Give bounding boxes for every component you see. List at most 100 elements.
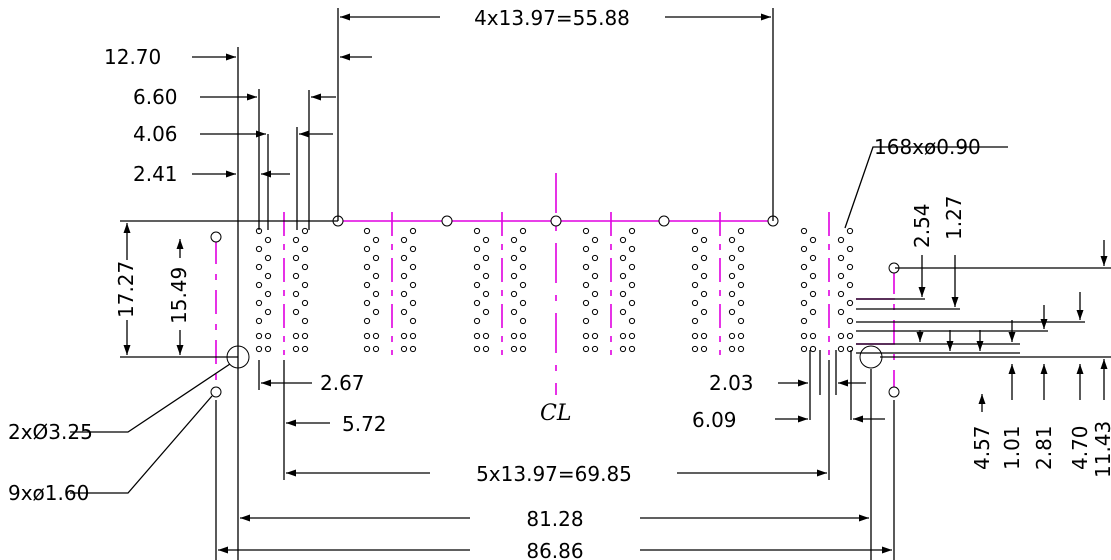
pin-hole [372,236,380,244]
pin-hole [482,290,490,298]
pin-hole [582,299,590,307]
pin-hole [519,299,527,307]
pin-hole [619,254,627,262]
pin-hole [837,254,845,262]
pin-hole [292,254,300,262]
pin-hole [728,236,736,244]
pin-hole [409,227,417,235]
label-2-41: 2.41 [133,162,178,186]
pin-hole [301,299,309,307]
label-11-43: 11.43 [1091,421,1111,478]
pin-hole [264,332,272,340]
pin-hole [372,272,380,280]
pin-hole [628,317,636,325]
pin-hole [409,263,417,271]
pin-hole [363,227,371,235]
pin-hole [737,332,745,340]
pin-hole [409,317,417,325]
pin-hole [473,227,481,235]
pin-hole [809,236,817,244]
pin-hole [700,332,708,340]
label-17-27: 17.27 [114,261,138,318]
pin-hole [628,345,636,353]
label-2-67: 2.67 [320,371,365,395]
pin-hole [255,317,263,325]
pin-hole [619,236,627,244]
pin-hole [846,345,854,353]
pin-hole [619,332,627,340]
label-1-01: 1.01 [1000,425,1024,470]
pin-hole [482,272,490,280]
pin-hole [800,317,808,325]
pin-hole [837,308,845,316]
pin-hole [519,227,527,235]
pin-hole [800,245,808,253]
pin-hole [264,290,272,298]
label-15-49: 15.49 [167,267,191,324]
pin-hole [264,308,272,316]
pin-hole [628,299,636,307]
alignment-holes [210,215,900,398]
pin-hole [728,332,736,340]
label-2-03: 2.03 [709,371,754,395]
pin-hole [482,332,490,340]
pin-hole [372,290,380,298]
pin-hole [728,290,736,298]
pin-hole [409,245,417,253]
pin-hole [473,332,481,340]
pin-hole [809,254,817,262]
pin-hole [728,254,736,262]
pin-hole [737,245,745,253]
pin-hole [363,245,371,253]
pin-hole [301,227,309,235]
pin-hole [519,332,527,340]
pin-hole [400,236,408,244]
pin-hole [700,308,708,316]
pin-hole [582,345,590,353]
pin-hole [363,299,371,307]
pin-hole [846,227,854,235]
pin-hole [255,245,263,253]
pin-hole [628,227,636,235]
pin-hole [619,290,627,298]
pin-hole [519,245,527,253]
pin-hole [737,299,745,307]
pin-hole [301,317,309,325]
pin-hole [363,281,371,289]
pin-hole [591,332,599,340]
pin-hole [255,345,263,353]
pin-hole [510,254,518,262]
label-4-70: 4.70 [1068,425,1092,470]
mounting-holes [226,345,883,369]
pin-hole [628,245,636,253]
pin-hole [837,332,845,340]
pin-hole [582,245,590,253]
pin-hole [691,345,699,353]
pin-hole [264,254,272,262]
pin-hole [728,272,736,280]
pin-hole [473,281,481,289]
pin-hole [301,263,309,271]
pin-hole [591,272,599,280]
label-168-holes: 168xø0.90 [874,135,981,159]
pin-hole [800,332,808,340]
label-9-holes: 9xø1.60 [8,481,89,505]
pin-hole [363,317,371,325]
pin-hole [292,308,300,316]
pin-hole [473,263,481,271]
pin-hole [519,317,527,325]
pin-hole [737,317,745,325]
pin-hole [400,290,408,298]
pin-hole [800,345,808,353]
pin-hole [837,290,845,298]
pin-hole [482,254,490,262]
pin-hole [473,245,481,253]
pin-hole [409,345,417,353]
pin-hole [628,263,636,271]
pin-hole [591,236,599,244]
pin-hole [582,281,590,289]
pin-hole [800,263,808,271]
centerline-symbol: CL [540,401,571,426]
label-1-27: 1.27 [942,195,966,240]
label-81-28: 81.28 [526,507,583,531]
